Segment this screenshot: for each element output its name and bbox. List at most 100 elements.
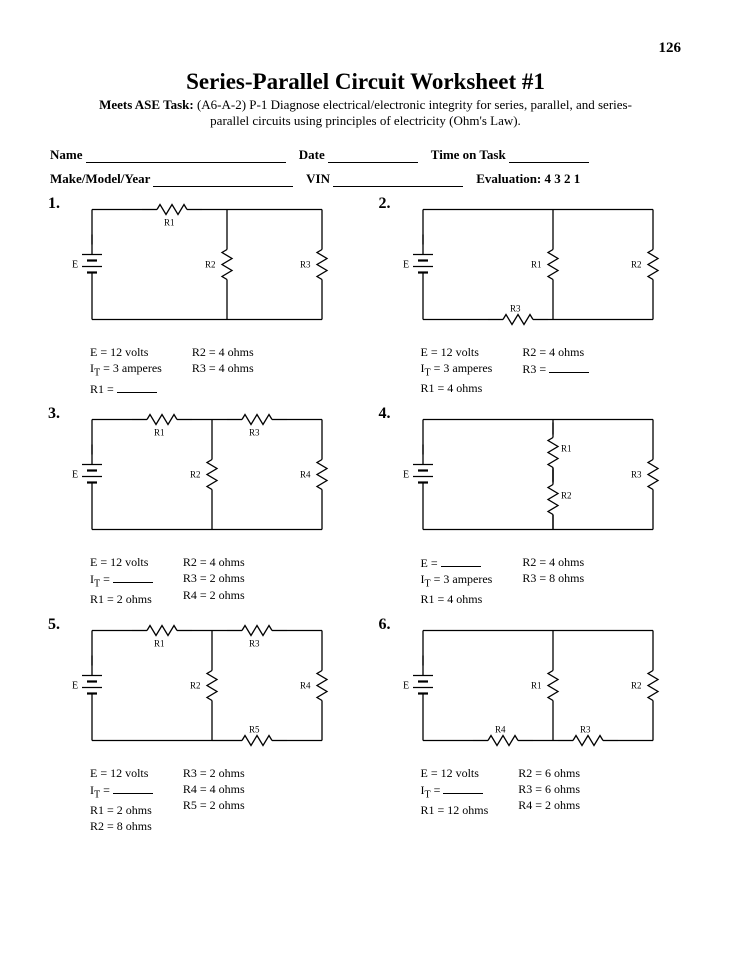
name-input[interactable] <box>86 149 286 163</box>
circuit-diagram: R1R3ER2R4R5 <box>72 618 342 758</box>
data-line: R2 = 6 ohms <box>518 765 580 781</box>
svg-text:R2: R2 <box>190 470 201 480</box>
data-col-right: R3 = 2 ohmsR4 = 4 ohmsR5 = 2 ohms <box>183 765 245 834</box>
circuit-diagram: E R1 R2 R3 <box>403 197 673 337</box>
svg-text:R3: R3 <box>510 304 521 314</box>
data-line: R3 = 4 ohms <box>192 360 254 376</box>
problem-data: E = IT = 3 amperesR1 = 4 ohms R2 = 4 ohm… <box>421 554 682 607</box>
subtitle-prefix: Meets ASE Task: <box>99 97 194 112</box>
data-col-right: R2 = 4 ohmsR3 = <box>522 344 589 396</box>
svg-text:R3: R3 <box>580 724 591 734</box>
problem-2: 2. ER1R2R3 E = 12 voltsIT = 3 amperesR1 … <box>381 197 682 397</box>
data-line: E = 12 volts <box>90 344 162 360</box>
problem-data: E = 12 voltsIT = R1 = 2 ohmsR2 = 8 ohms … <box>90 765 351 834</box>
data-col-left: E = IT = 3 amperesR1 = 4 ohms <box>421 554 493 607</box>
svg-text:R2: R2 <box>631 680 642 690</box>
data-line: R2 = 4 ohms <box>183 554 245 570</box>
data-line: R3 = 2 ohms <box>183 570 245 586</box>
data-line: R2 = 4 ohms <box>522 554 584 570</box>
data-col-right: R2 = 4 ohmsR3 = 2 ohmsR4 = 2 ohms <box>183 554 245 607</box>
svg-text:R2: R2 <box>631 260 642 270</box>
data-col-right: R2 = 6 ohmsR3 = 6 ohmsR4 = 2 ohms <box>518 765 580 818</box>
time-input[interactable] <box>509 149 589 163</box>
problem-3: 3. R1R3ER2R4 E = 12 voltsIT = R1 = 2 ohm… <box>50 407 351 607</box>
data-line: R1 = 12 ohms <box>421 802 489 818</box>
problem-data: E = 12 voltsIT = R1 = 12 ohms R2 = 6 ohm… <box>421 765 682 818</box>
data-line: IT = 3 amperes <box>421 360 493 380</box>
time-label: Time on Task <box>431 147 506 162</box>
data-col-left: E = 12 voltsIT = 3 amperesR1 = <box>90 344 162 397</box>
svg-text:R4: R4 <box>300 680 311 690</box>
subtitle: Meets ASE Task: (A6-A-2) P-1 Diagnose el… <box>90 97 641 129</box>
svg-text:E: E <box>72 680 78 691</box>
svg-text:E: E <box>403 260 409 271</box>
data-line: E = 12 volts <box>421 765 489 781</box>
problem-data: E = 12 voltsIT = 3 amperesR1 = R2 = 4 oh… <box>90 344 351 397</box>
fields-row-2: Make/Model/Year VIN Evaluation: 4 3 2 1 <box>50 171 681 187</box>
page-number: 126 <box>50 40 681 57</box>
name-label: Name <box>50 147 83 162</box>
svg-text:R2: R2 <box>205 260 216 270</box>
data-line: IT = 3 amperes <box>421 571 493 591</box>
data-line: E = <box>421 554 493 571</box>
problem-number: 4. <box>379 405 391 423</box>
data-col-left: E = 12 voltsIT = R1 = 12 ohms <box>421 765 489 818</box>
data-col-right: R2 = 4 ohmsR3 = 4 ohms <box>192 344 254 397</box>
svg-text:R5: R5 <box>249 724 260 734</box>
data-line: R4 = 2 ohms <box>183 587 245 603</box>
circuit-diagram: ER1R2R3 <box>403 407 673 547</box>
data-col-left: E = 12 voltsIT = 3 amperesR1 = 4 ohms <box>421 344 493 396</box>
data-line: R3 = 6 ohms <box>518 781 580 797</box>
problem-number: 3. <box>48 405 60 423</box>
svg-text:R4: R4 <box>300 470 311 480</box>
svg-text:R2: R2 <box>190 680 201 690</box>
problem-data: E = 12 voltsIT = R1 = 2 ohms R2 = 4 ohms… <box>90 554 351 607</box>
svg-text:R4: R4 <box>495 724 506 734</box>
mmy-input[interactable] <box>153 173 293 187</box>
svg-text:R1: R1 <box>154 428 165 438</box>
svg-text:E: E <box>72 260 78 271</box>
date-label: Date <box>299 147 325 162</box>
data-line: IT = <box>421 781 489 802</box>
problem-data: E = 12 voltsIT = 3 amperesR1 = 4 ohms R2… <box>421 344 682 396</box>
svg-text:R3: R3 <box>300 260 311 270</box>
mmy-label: Make/Model/Year <box>50 171 150 186</box>
svg-text:R1: R1 <box>561 444 572 454</box>
data-line: R1 = 4 ohms <box>421 591 493 607</box>
date-input[interactable] <box>328 149 418 163</box>
circuit-diagram: R1R3ER2R4 <box>72 407 342 547</box>
circuit-diagram: R1ER2R3 <box>72 197 342 337</box>
data-col-left: E = 12 voltsIT = R1 = 2 ohmsR2 = 8 ohms <box>90 765 153 834</box>
data-line: R3 = 8 ohms <box>522 570 584 586</box>
data-line: IT = 3 amperes <box>90 360 162 380</box>
problem-6: 6. ER1R2R4R3 E = 12 voltsIT = R1 = 12 oh… <box>381 618 682 834</box>
data-col-right: R2 = 4 ohmsR3 = 8 ohms <box>522 554 584 607</box>
fields-row-1: Name Date Time on Task <box>50 147 681 163</box>
vin-input[interactable] <box>333 173 463 187</box>
svg-text:R3: R3 <box>249 428 260 438</box>
data-line: R1 = 4 ohms <box>421 380 493 396</box>
data-line: R1 = 2 ohms <box>90 591 153 607</box>
problem-number: 5. <box>48 616 60 634</box>
problem-number: 6. <box>379 616 391 634</box>
svg-text:R3: R3 <box>631 470 642 480</box>
svg-text:E: E <box>403 680 409 691</box>
data-line: IT = <box>90 781 153 802</box>
data-line: R4 = 4 ohms <box>183 781 245 797</box>
problem-4: 4. ER1R2R3 E = IT = 3 amperesR1 = 4 ohms… <box>381 407 682 607</box>
circuit-diagram: ER1R2R4R3 <box>403 618 673 758</box>
data-line: R4 = 2 ohms <box>518 797 580 813</box>
data-line: E = 12 volts <box>90 765 153 781</box>
problem-1: 1. R1ER2R3 E = 12 voltsIT = 3 amperesR1 … <box>50 197 351 397</box>
data-line: R2 = 4 ohms <box>522 344 589 360</box>
page-title: Series-Parallel Circuit Worksheet #1 <box>50 69 681 95</box>
data-line: E = 12 volts <box>90 554 153 570</box>
vin-label: VIN <box>306 171 330 186</box>
svg-text:R1: R1 <box>531 260 542 270</box>
eval-label: Evaluation: 4 3 2 1 <box>476 171 580 186</box>
svg-text:R3: R3 <box>249 638 260 648</box>
data-line: R1 = 2 ohms <box>90 802 153 818</box>
data-line: R5 = 2 ohms <box>183 797 245 813</box>
subtitle-body: (A6-A-2) P-1 Diagnose electrical/electro… <box>197 97 632 128</box>
problem-5: 5. R1R3ER2R4R5 E = 12 voltsIT = R1 = 2 o… <box>50 618 351 834</box>
